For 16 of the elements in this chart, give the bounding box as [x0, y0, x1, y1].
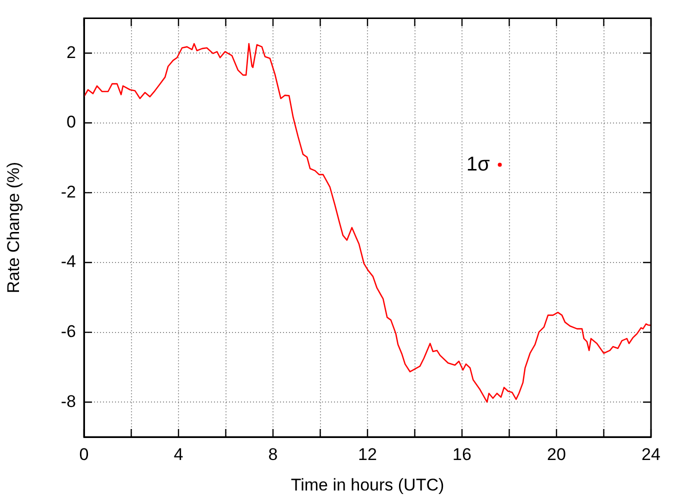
x-tick-label: 16: [452, 444, 472, 464]
y-tick-label: -6: [60, 322, 76, 341]
y-tick-label: -4: [60, 252, 76, 272]
y-tick-label: 0: [66, 112, 76, 132]
x-tick-label: 8: [268, 444, 278, 464]
y-axis-title: Rate Change (%): [4, 162, 23, 294]
x-tick-label: 24: [642, 444, 660, 464]
x-tick-label: 12: [358, 444, 377, 464]
x-tick-label: 0: [79, 444, 89, 464]
x-axis-title: Time in hours (UTC): [290, 475, 444, 494]
x-tick-label: 4: [174, 444, 184, 464]
y-tick-label: 2: [66, 42, 76, 62]
y-tick-label: -2: [60, 182, 76, 202]
x-tick-label: 20: [547, 444, 566, 464]
annotation: 1σ: [466, 153, 490, 176]
y-tick-label: -8: [60, 392, 76, 411]
